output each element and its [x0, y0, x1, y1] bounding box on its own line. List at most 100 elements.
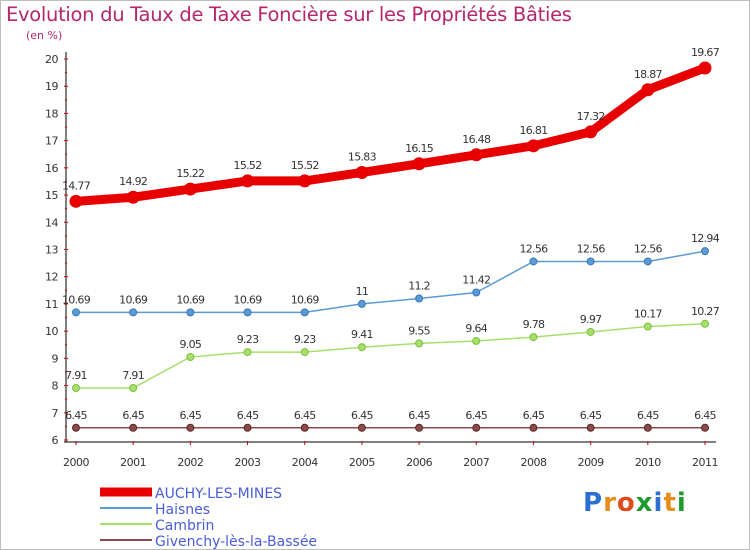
data-point: [586, 257, 595, 266]
data-label: 9.64: [465, 322, 487, 335]
x-tick-label: 2004: [292, 456, 318, 469]
data-point: [72, 308, 80, 317]
data-label: 14.77: [62, 179, 91, 192]
x-tick-label: 2005: [349, 456, 375, 469]
data-label: 16.48: [462, 133, 491, 146]
data-label: 6.45: [580, 409, 602, 422]
data-label: 7.91: [65, 369, 87, 382]
data-label: 9.41: [351, 328, 373, 341]
y-tick-label: 6: [52, 434, 59, 447]
data-label: 10.17: [634, 308, 663, 321]
data-point: [357, 343, 366, 352]
y-unit-label: (en %): [26, 29, 63, 42]
data-point: [469, 148, 483, 162]
x-tick-label: 2002: [177, 456, 203, 469]
x-tick-label: 2008: [520, 456, 546, 469]
data-label: 15.22: [176, 167, 204, 180]
data-label: 11.42: [462, 273, 490, 286]
y-tick-label: 15: [45, 189, 58, 202]
data-label: 6.45: [351, 409, 373, 422]
data-point: [186, 308, 195, 317]
data-label: 10.69: [62, 293, 91, 306]
x-tick-label: 2011: [692, 456, 718, 469]
y-tick-label: 10: [45, 325, 58, 338]
data-point: [300, 423, 309, 432]
data-point: [472, 288, 481, 297]
x-tick-label: 2003: [235, 456, 261, 469]
series-line-1: [75, 250, 706, 314]
logo-letter: t: [663, 488, 677, 518]
data-label: 6.45: [694, 409, 716, 422]
data-label: 10.27: [691, 305, 720, 318]
data-point: [643, 423, 652, 432]
data-label: 10.69: [176, 293, 205, 306]
legend-label: Haisnes: [155, 502, 210, 518]
data-label: 9.05: [180, 338, 202, 351]
data-point: [698, 61, 712, 75]
data-point: [186, 352, 195, 361]
x-tick-label: 2007: [463, 456, 489, 469]
data-label: 6.45: [65, 409, 87, 422]
y-tick-label: 18: [45, 107, 58, 120]
data-point: [300, 348, 309, 357]
data-point: [526, 139, 540, 153]
logo-letter: i: [653, 488, 664, 518]
data-label: 15.52: [291, 159, 319, 172]
data-point: [241, 174, 255, 188]
y-tick-label: 20: [45, 53, 58, 66]
data-point: [529, 257, 538, 266]
x-tick-label: 2010: [635, 456, 661, 469]
data-point: [126, 190, 140, 204]
data-point: [701, 423, 709, 432]
data-point: [415, 339, 424, 348]
data-point: [298, 174, 312, 188]
data-point: [129, 308, 138, 317]
data-label: 11: [356, 285, 369, 298]
logo-letter: r: [603, 488, 617, 518]
legend-label: AUCHY-LES-MINES: [155, 486, 282, 502]
data-label: 14.92: [119, 175, 147, 188]
y-tick-label: 19: [45, 80, 58, 93]
data-label: 16.15: [405, 142, 434, 155]
data-point: [243, 308, 252, 317]
data-label: 6.45: [237, 409, 259, 422]
data-point: [472, 423, 481, 432]
data-point: [129, 384, 138, 393]
data-point: [355, 165, 369, 179]
data-label: 19.67: [691, 46, 720, 59]
data-label: 9.23: [294, 333, 316, 346]
data-point: [701, 319, 709, 328]
data-label: 7.91: [122, 369, 144, 382]
y-tick-label: 16: [45, 162, 58, 175]
y-tick-label: 8: [52, 380, 59, 393]
y-tick-label: 17: [45, 135, 58, 148]
data-point: [529, 423, 538, 432]
legend-label: Givenchy-lès-la-Bassée: [155, 534, 317, 550]
series-line-2: [75, 323, 706, 389]
data-label: 10.69: [291, 293, 320, 306]
data-label: 15.52: [234, 159, 262, 172]
data-label: 6.45: [523, 409, 545, 422]
data-label: 17.32: [577, 110, 605, 123]
data-point: [701, 247, 709, 256]
data-label: 12.56: [634, 242, 663, 255]
data-label: 9.23: [237, 333, 259, 346]
data-point: [643, 322, 652, 331]
data-point: [129, 423, 138, 432]
data-point: [72, 423, 80, 432]
data-point: [415, 294, 424, 303]
data-point: [300, 308, 309, 317]
data-label: 6.45: [465, 409, 487, 422]
y-tick-label: 11: [45, 298, 58, 311]
data-label: 6.45: [408, 409, 430, 422]
data-label: 10.69: [119, 293, 148, 306]
data-point: [584, 125, 598, 139]
data-point: [529, 333, 538, 342]
y-tick-label: 12: [45, 271, 58, 284]
legend-label: Cambrin: [155, 518, 214, 534]
x-tick-label: 2001: [120, 456, 146, 469]
proxiti-logo: Proxiti: [583, 488, 687, 518]
data-point: [183, 182, 197, 196]
